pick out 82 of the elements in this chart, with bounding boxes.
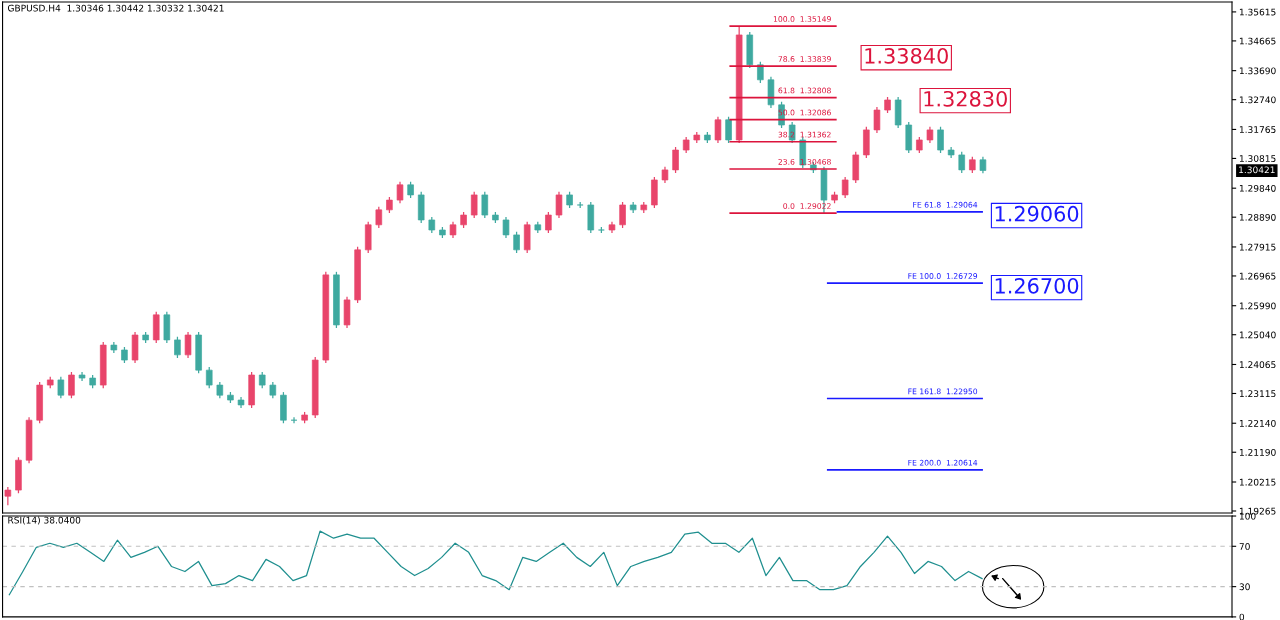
- candlestick: [364, 221, 372, 254]
- candlestick: [15, 456, 22, 494]
- candlestick: [184, 331, 192, 359]
- candlestick: [4, 486, 12, 506]
- y-tick-label: 1.31765: [1239, 126, 1276, 133]
- candlestick: [523, 221, 531, 254]
- candlestick: [78, 371, 86, 382]
- candlestick: [333, 271, 340, 329]
- y-tick-label: 1.25040: [1239, 331, 1276, 339]
- candlestick: [502, 216, 510, 239]
- candlestick: [195, 331, 202, 374]
- y-tick-label: 0: [1239, 613, 1245, 620]
- candlestick: [99, 341, 107, 389]
- y-tick-label: 1.26965: [1239, 272, 1276, 280]
- y-tick-label: 1.29840: [1239, 184, 1276, 192]
- line-series: [8, 530, 983, 596]
- candlestick: [481, 191, 489, 219]
- y-tick-label: 30: [1239, 583, 1250, 591]
- candlestick: [841, 176, 849, 199]
- annotation: 1.32830: [924, 90, 1007, 107]
- y-tick-label: 1.22140: [1239, 419, 1276, 427]
- candlestick: [905, 121, 913, 154]
- candlestick: [661, 166, 669, 184]
- y-tick-label: 1.33690: [1239, 67, 1276, 75]
- candlestick: [651, 176, 658, 209]
- candlestick: [248, 371, 255, 409]
- candlestick: [947, 146, 955, 159]
- candlestick: [958, 151, 965, 174]
- candlestick: [449, 221, 457, 239]
- candlestick: [36, 381, 43, 424]
- y-tick-label: 1.20215: [1239, 478, 1276, 486]
- candlestick: [131, 331, 139, 364]
- candlestick: [68, 371, 75, 399]
- candlestick: [163, 311, 171, 344]
- candlestick: [587, 201, 595, 234]
- candlestick: [937, 126, 944, 154]
- candlestick: [311, 356, 319, 419]
- candlestick: [852, 151, 860, 184]
- y-tick-label: 1.24065: [1239, 361, 1276, 369]
- candlestick: [926, 126, 934, 144]
- candlestick: [322, 271, 330, 364]
- y-tick-label: 70: [1239, 543, 1250, 550]
- candlestick: [280, 391, 287, 424]
- candlestick: [396, 181, 404, 204]
- candlestick: [619, 201, 626, 229]
- candlestick: [672, 146, 679, 174]
- candlestick: [513, 231, 520, 254]
- y-tick-label: 1.30815: [1239, 155, 1276, 162]
- y-tick-label: 1.27915: [1239, 243, 1276, 251]
- candlestick: [555, 191, 563, 219]
- y-tick-label: 1.35615: [1239, 8, 1276, 16]
- candlestick: [545, 211, 552, 234]
- y-tick-label: 1.34665: [1239, 37, 1276, 45]
- candlestick: [237, 396, 245, 409]
- y-tick-label: 1.25990: [1239, 302, 1276, 310]
- y-tick-label: 1.23115: [1239, 390, 1276, 398]
- candlestick: [375, 206, 383, 229]
- candlestick: [746, 31, 754, 69]
- candlestick: [863, 126, 870, 159]
- candlestick: [343, 296, 351, 329]
- candlestick: [767, 76, 775, 109]
- candlestick: [608, 221, 616, 234]
- chart-title: GBPUSD.H4 1.30346 1.30442 1.30332 1.30421: [7, 4, 224, 12]
- annotation: 1.29060: [995, 205, 1079, 222]
- y-tick-label: 1.28890: [1239, 213, 1276, 221]
- candlestick: [25, 416, 33, 464]
- text: 1.30421: [1239, 166, 1275, 174]
- candlestick: [417, 191, 425, 224]
- annotation: 1.33840: [865, 47, 948, 64]
- candlestick: [873, 106, 881, 134]
- annotation: 1.26700: [995, 277, 1079, 294]
- candlestick: [174, 336, 181, 359]
- candlestick: [735, 25, 743, 144]
- candlestick: [470, 191, 478, 219]
- y-tick-label: 1.21190: [1239, 448, 1276, 456]
- candlestick: [354, 246, 361, 304]
- candlestick: [205, 366, 213, 389]
- y-tick-label: 1.32740: [1239, 96, 1276, 104]
- candlestick: [725, 116, 732, 144]
- chart-title: RSI(14) 38.0400: [8, 516, 81, 525]
- candlestick: [714, 116, 722, 144]
- candlestick: [152, 311, 160, 344]
